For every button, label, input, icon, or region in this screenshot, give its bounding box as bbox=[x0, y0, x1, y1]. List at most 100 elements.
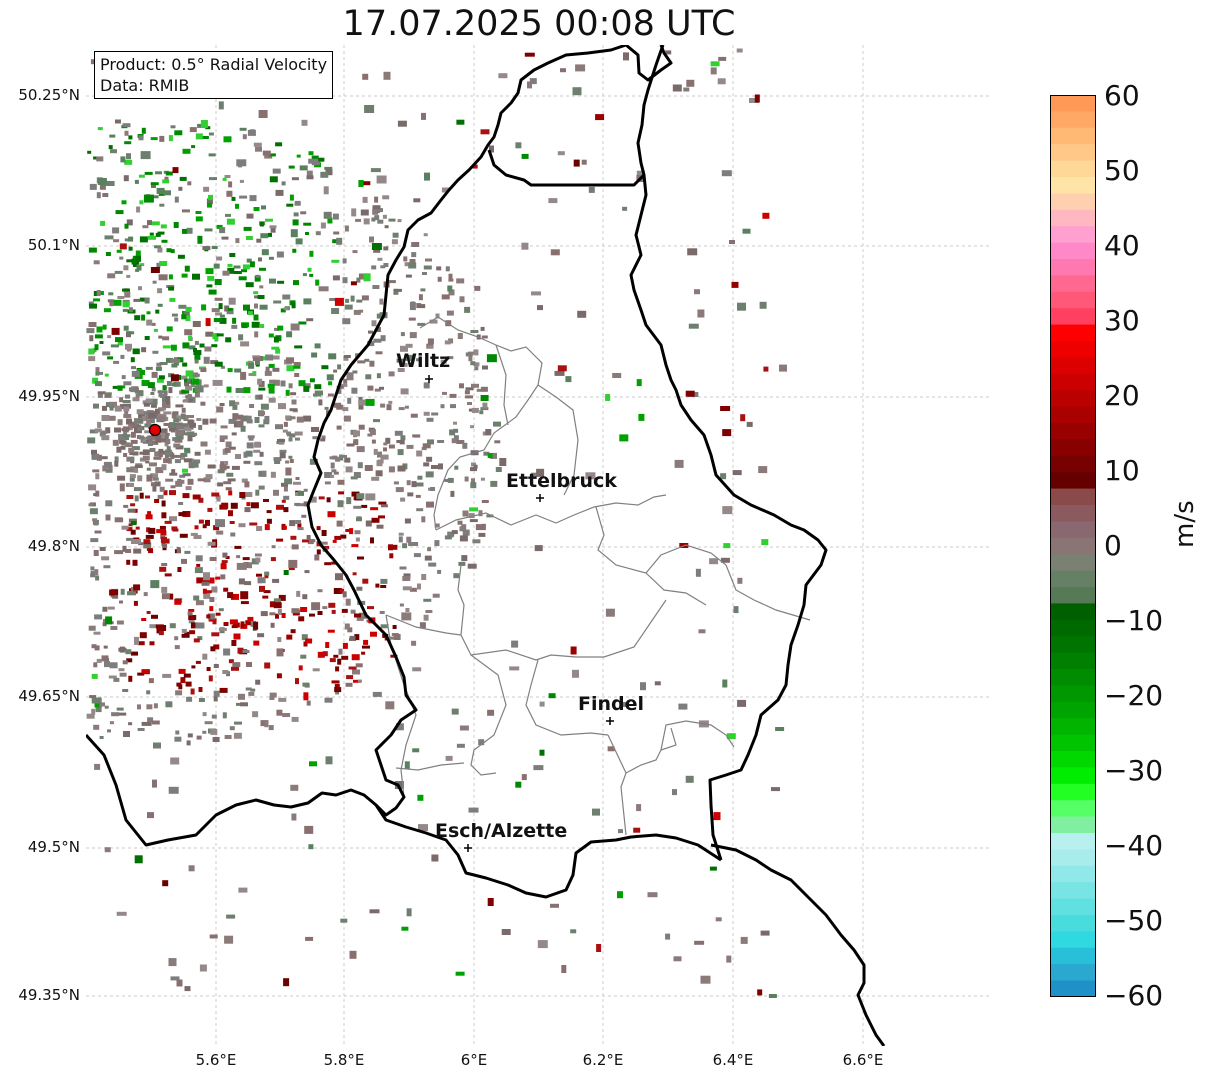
radar-echo-pixel bbox=[565, 376, 572, 383]
radar-echo-pixel bbox=[240, 591, 249, 600]
radar-echo-pixel bbox=[203, 590, 212, 594]
radar-echo-pixel bbox=[295, 678, 299, 685]
radar-echo-pixel bbox=[380, 335, 386, 342]
colorbar-band bbox=[1050, 603, 1096, 621]
radar-echo-pixel bbox=[130, 503, 136, 507]
radar-echo-pixel bbox=[182, 362, 188, 367]
radar-echo-pixel bbox=[222, 670, 229, 674]
radar-echo-pixel bbox=[515, 781, 522, 788]
radar-echo-pixel bbox=[165, 171, 173, 176]
radar-echo-pixel bbox=[198, 698, 205, 702]
radar-echo-pixel bbox=[107, 273, 116, 279]
radar-echo-pixel bbox=[228, 490, 233, 496]
radar-echo-pixel bbox=[331, 680, 340, 684]
radar-echo-pixel bbox=[192, 378, 200, 385]
radar-echo-pixel bbox=[230, 532, 236, 537]
radar-echo-pixel bbox=[259, 304, 268, 310]
radar-echo-pixel bbox=[444, 535, 452, 540]
radar-echo-pixel bbox=[263, 590, 271, 594]
radar-echo-pixel bbox=[161, 593, 170, 600]
radar-echo-pixel bbox=[203, 572, 210, 581]
radar-echo-pixel bbox=[219, 439, 225, 442]
radar-echo-pixel bbox=[459, 383, 464, 389]
colorbar-band bbox=[1050, 800, 1096, 818]
radar-echo-pixel bbox=[361, 651, 366, 655]
radar-echo-pixel bbox=[462, 442, 468, 449]
radar-echo-pixel bbox=[201, 304, 207, 311]
radar-echo-pixel bbox=[476, 388, 482, 392]
radar-echo-pixel bbox=[402, 576, 411, 581]
radar-echo-pixel bbox=[317, 651, 325, 658]
radar-echo-pixel bbox=[120, 588, 125, 595]
radar-echo-pixel bbox=[687, 248, 698, 256]
radar-echo-pixel bbox=[119, 672, 127, 677]
radar-echo-pixel bbox=[243, 226, 252, 231]
radar-echo-pixel bbox=[333, 231, 340, 235]
radar-echo-pixel bbox=[261, 356, 266, 361]
radar-echo-pixel bbox=[112, 595, 119, 599]
radar-echo-pixel bbox=[352, 669, 360, 675]
radar-echo-pixel bbox=[141, 380, 150, 386]
radar-echo-pixel bbox=[202, 246, 211, 251]
radar-echo-pixel bbox=[459, 535, 468, 542]
radar-echo-pixel bbox=[424, 555, 432, 561]
radar-echo-pixel bbox=[573, 159, 580, 167]
radar-echo-pixel bbox=[444, 340, 451, 345]
radar-echo-pixel bbox=[301, 514, 307, 518]
radar-echo-pixel bbox=[397, 120, 407, 127]
radar-echo-pixel bbox=[116, 707, 124, 711]
radar-echo-pixel bbox=[134, 636, 139, 645]
radar-echo-pixel bbox=[268, 397, 276, 403]
radar-echo-pixel bbox=[188, 373, 195, 380]
radar-echo-pixel bbox=[90, 570, 97, 574]
radar-echo-pixel bbox=[356, 517, 362, 522]
radar-echo-pixel bbox=[256, 238, 262, 243]
city-label-ettelbruck: Ettelbruck bbox=[506, 470, 617, 492]
radar-echo-pixel bbox=[451, 708, 459, 715]
radar-echo-pixel bbox=[198, 425, 203, 430]
radar-echo-pixel bbox=[285, 467, 292, 476]
radar-echo-pixel bbox=[456, 440, 465, 444]
radar-echo-pixel bbox=[119, 243, 127, 250]
radar-echo-pixel bbox=[315, 390, 323, 396]
colorbar-band bbox=[1050, 193, 1096, 211]
radar-echo-pixel bbox=[161, 563, 168, 566]
radar-echo-pixel bbox=[196, 735, 202, 740]
radar-echo-pixel bbox=[480, 326, 485, 331]
radar-echo-pixel bbox=[253, 449, 261, 453]
radar-echo-pixel bbox=[304, 683, 310, 688]
radar-echo-pixel bbox=[266, 518, 272, 524]
radar-echo-pixel bbox=[243, 460, 251, 464]
radar-echo-pixel bbox=[210, 360, 219, 365]
radar-echo-pixel bbox=[119, 440, 127, 444]
radar-echo-pixel bbox=[276, 504, 284, 510]
radar-echo-pixel bbox=[184, 265, 190, 272]
radar-echo-pixel bbox=[343, 378, 348, 384]
colorbar-band bbox=[1050, 619, 1096, 637]
radar-echo-pixel bbox=[511, 640, 519, 648]
radar-echo-pixel bbox=[118, 434, 126, 441]
radar-echo-pixel bbox=[146, 527, 151, 533]
radar-echo-pixel bbox=[101, 415, 110, 421]
radar-echo-pixel bbox=[169, 490, 176, 496]
radar-echo-pixel bbox=[140, 151, 151, 160]
radar-echo-pixel bbox=[465, 352, 473, 357]
radar-echo-pixel bbox=[174, 438, 183, 443]
radar-echo-pixel bbox=[286, 433, 292, 437]
radar-echo-pixel bbox=[308, 844, 314, 850]
radar-echo-pixel bbox=[235, 454, 241, 459]
radar-echo-pixel bbox=[761, 539, 769, 546]
radar-echo-pixel bbox=[534, 545, 543, 552]
radar-echo-pixel bbox=[411, 640, 417, 646]
radar-echo-pixel bbox=[306, 318, 314, 322]
radar-echo-pixel bbox=[93, 453, 100, 460]
radar-echo-pixel bbox=[93, 631, 101, 635]
radar-echo-pixel bbox=[132, 559, 138, 566]
radar-echo-pixel bbox=[248, 362, 255, 369]
radar-echo-pixel bbox=[187, 435, 193, 442]
radar-echo-pixel bbox=[128, 307, 133, 313]
radar-echo-pixel bbox=[283, 507, 289, 513]
radar-echo-pixel bbox=[268, 256, 274, 260]
colorbar-band bbox=[1050, 554, 1096, 572]
radar-echo-pixel bbox=[159, 135, 165, 142]
